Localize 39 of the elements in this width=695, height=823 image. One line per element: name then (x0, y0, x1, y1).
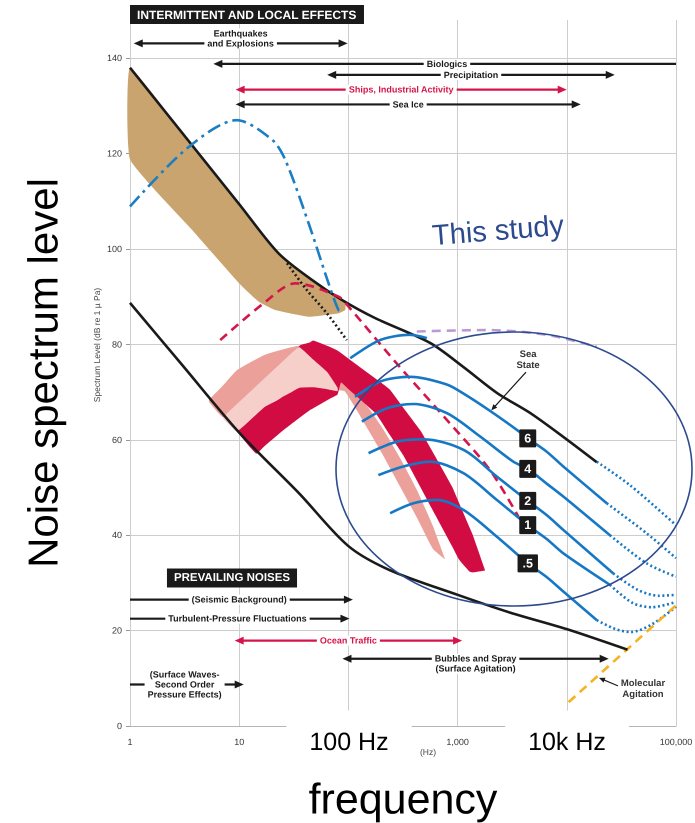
y-tick-label: 80 (112, 339, 122, 350)
series-label: Precipitation (444, 70, 498, 80)
text: 100 Hz (309, 728, 389, 756)
series-label: (Surface Waves- Second Order Pressure Effects) (148, 670, 222, 700)
series-label: 4 (524, 462, 532, 476)
series-label: Biologics (426, 58, 468, 69)
y-tick-label: 0 (116, 721, 122, 731)
annotation: INTERMITTENT AND LOCAL EFFECTS (137, 8, 356, 22)
y-axis-title: Noise spectrum level (20, 178, 66, 568)
y-tick-label: 100 (106, 244, 122, 254)
series-label: .5 (522, 556, 534, 570)
series-label: 1 (524, 518, 532, 532)
text: 10k Hz (528, 728, 606, 756)
y-tick-label: 120 (106, 148, 122, 159)
line-series (286, 262, 348, 342)
y-tick-label: 20 (112, 626, 122, 636)
series-label: Ships, Industrial Activity (348, 84, 454, 95)
annotation: This study (430, 210, 566, 252)
x-axis-title: frequency (308, 776, 498, 823)
x-tick-label: 1,000 (446, 737, 469, 747)
series-label: Sea Ice (392, 99, 424, 110)
series-label: 6 (524, 431, 532, 446)
text: Spectrum Level (dB re 1 µ Pa) (92, 288, 102, 402)
series-label: (Seismic Background) (192, 594, 287, 605)
text: (Hz) (420, 747, 436, 757)
annotation: Molecular Agitation (620, 678, 666, 700)
y-tick-label: 40 (112, 530, 122, 540)
x-tick-label: 10 (234, 737, 244, 747)
series-label: 2 (524, 494, 532, 508)
y-tick-label: 60 (112, 434, 122, 445)
series-label: Turbulent-Pressure Fluctuations (168, 614, 307, 624)
annotation: Sea State (516, 348, 540, 371)
series-label: Ocean Traffic (320, 636, 377, 646)
series-label: Bubbles and Spray (Surface Agitation) (434, 654, 516, 674)
annotation: PREVAILING NOISES (174, 572, 290, 584)
series-label: Earthquakes and Explosions (207, 28, 274, 48)
x-tick-label: 100,000 (660, 737, 692, 747)
y-tick-label: 140 (106, 53, 122, 64)
x-tick-label: 1 (127, 737, 133, 747)
